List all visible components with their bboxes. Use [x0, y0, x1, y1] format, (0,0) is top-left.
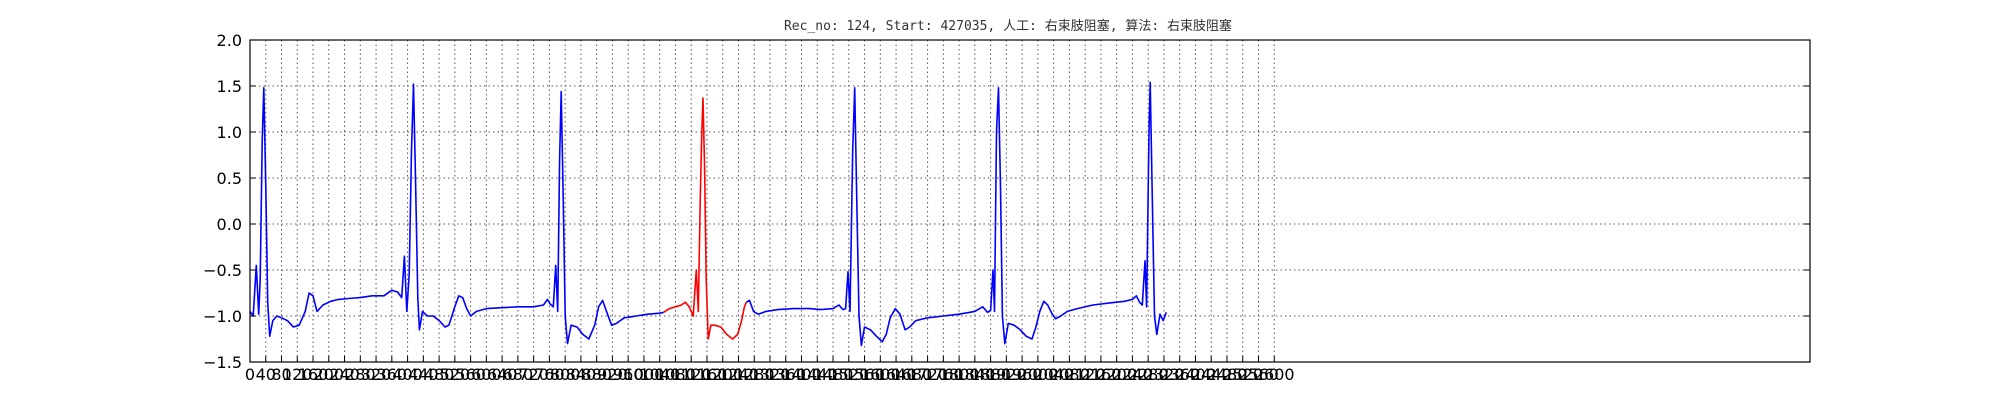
x-tick-label: 2160: [1081, 365, 1122, 384]
x-tick-label: 920: [597, 365, 628, 384]
x-tick-label: 720: [518, 365, 549, 384]
x-tick-label: 0: [245, 365, 255, 384]
x-tick-label: 480: [424, 365, 455, 384]
x-tick-label: 1600: [860, 365, 901, 384]
x-tick-label: 520: [440, 365, 471, 384]
ecg-series-line-3: [745, 81, 1168, 347]
x-tick-label: 2040: [1033, 365, 1074, 384]
x-tick-label: 400: [392, 365, 423, 384]
x-tick-label: 1800: [939, 365, 980, 384]
x-tick-label: 1960: [1002, 365, 1043, 384]
x-tick-label: 560: [455, 365, 486, 384]
x-tick-label: 2240: [1112, 365, 1153, 384]
x-tick-label: 200: [314, 365, 345, 384]
y-tick-label: 2.0: [217, 31, 242, 50]
x-tick-label: 1840: [954, 365, 995, 384]
x-tick-label: 640: [487, 365, 518, 384]
x-tick-label: 80: [271, 365, 291, 384]
x-tick-label: 1200: [702, 365, 743, 384]
y-axis: 2.0 1.5 1.0 0.5 0.0 −0.5 −1.0 −1.5: [203, 31, 1810, 372]
x-tick-label: 1640: [876, 365, 917, 384]
y-tick-label: 1.5: [217, 77, 242, 96]
x-tick-label: 280: [345, 365, 376, 384]
x-tick-label: 40: [256, 365, 276, 384]
x-tick-label: 1560: [844, 365, 885, 384]
x-tick-label: 1720: [907, 365, 948, 384]
x-tick-label: 1040: [639, 365, 680, 384]
x-tick-label: 760: [534, 365, 565, 384]
x-tick-label: 2360: [1159, 365, 1200, 384]
y-tick-label: 0.0: [217, 215, 242, 234]
x-tick-label: 2000: [1018, 365, 1059, 384]
x-tick-label: 360: [377, 365, 408, 384]
x-tick-label: 2520: [1222, 365, 1263, 384]
x-tick-label: 120: [282, 365, 313, 384]
x-tick-label: 2400: [1175, 365, 1216, 384]
y-tick-label: −1.5: [203, 353, 242, 372]
x-tick-label: 240: [329, 365, 360, 384]
x-tick-label: 2560: [1238, 365, 1279, 384]
x-tick-label: 1480: [813, 365, 854, 384]
x-tick-label: 2280: [1128, 365, 1169, 384]
ecg-series-line-1: [249, 83, 664, 345]
x-tick-label: 1920: [986, 365, 1027, 384]
x-tick-label: 1240: [718, 365, 759, 384]
x-tick-label: 960: [613, 365, 644, 384]
x-tick-label: 1880: [970, 365, 1011, 384]
x-tick-label: 1400: [781, 365, 822, 384]
x-tick-label: 2080: [1049, 365, 1090, 384]
x-tick-label: 1760: [923, 365, 964, 384]
grid-layer: [250, 40, 1810, 362]
y-tick-label: −0.5: [203, 261, 242, 280]
x-tick-label: 160: [298, 365, 329, 384]
x-tick-label: 1160: [687, 365, 728, 384]
x-tick-label: 1320: [750, 365, 791, 384]
x-tick-label: 1080: [655, 365, 696, 384]
series-layer: [249, 81, 1168, 347]
x-tick-label: 320: [361, 365, 392, 384]
x-tick-label: 600: [471, 365, 502, 384]
x-tick-label: 2440: [1191, 365, 1232, 384]
x-tick-label: 2120: [1065, 365, 1106, 384]
x-tick-label: 880: [581, 365, 612, 384]
y-tick-label: 0.5: [217, 169, 242, 188]
x-tick-label: 1120: [671, 365, 712, 384]
x-tick-label: 2320: [1144, 365, 1185, 384]
x-tick-label: 440: [408, 365, 439, 384]
chart-title: Rec_no: 124, Start: 427035, 人工: 右束肢阻塞, 算…: [784, 18, 1232, 34]
x-axis: 0 408012016020024028032036040044048052056…: [245, 356, 1295, 384]
plot-frame: [249, 39, 1811, 363]
x-tick-label: 2200: [1096, 365, 1137, 384]
x-tick-label: 680: [503, 365, 534, 384]
x-tick-label: 1000: [624, 365, 665, 384]
x-tick-label: 1680: [891, 365, 932, 384]
x-tick-label: 1440: [797, 365, 838, 384]
x-tick-label: 1280: [734, 365, 775, 384]
x-tick-label: 2480: [1207, 365, 1248, 384]
y-tick-label: 1.0: [217, 123, 242, 142]
ecg-series-line-2: [663, 97, 748, 340]
x-tick-label: 840: [566, 365, 597, 384]
x-tick-label: 2600: [1254, 365, 1295, 384]
x-tick-label: 800: [550, 365, 581, 384]
x-tick-label: 1520: [828, 365, 869, 384]
x-tick-label: 1360: [765, 365, 806, 384]
y-tick-label: −1.0: [203, 307, 242, 326]
